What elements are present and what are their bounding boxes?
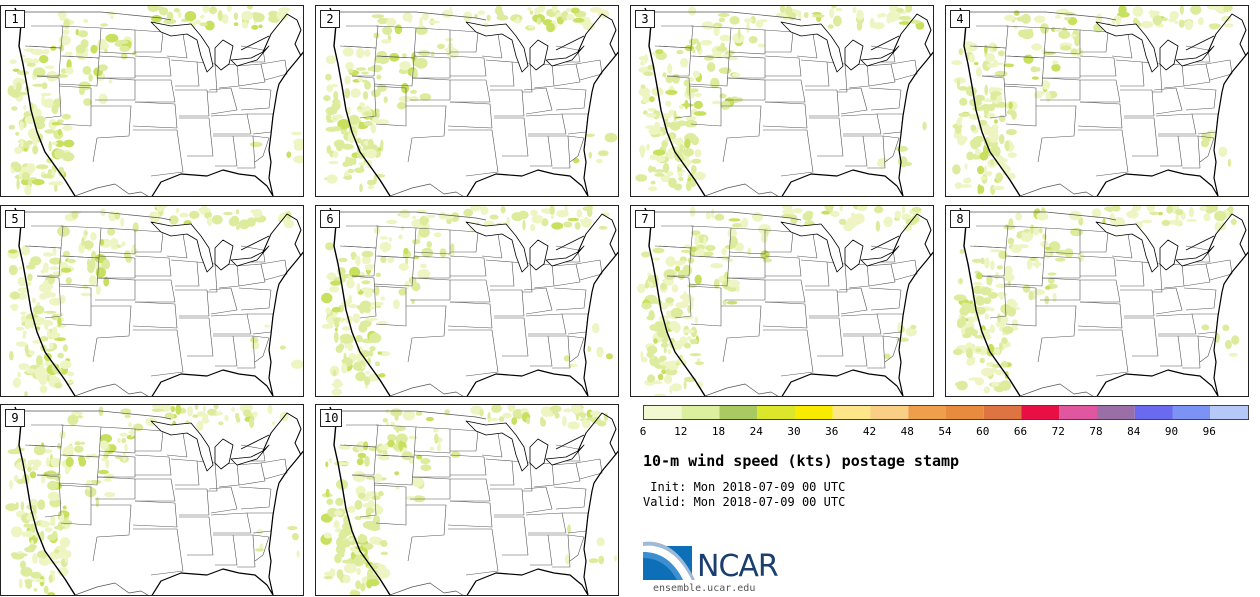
member-number-label: 4 bbox=[950, 10, 970, 28]
member-number-label: 1 bbox=[5, 10, 25, 28]
colorbar-segment bbox=[983, 406, 1022, 419]
colorbar-tick-label: 60 bbox=[976, 425, 990, 438]
member-number-label: 6 bbox=[320, 210, 340, 228]
wind-speed-map bbox=[323, 6, 618, 196]
wind-speed-shading bbox=[323, 6, 618, 193]
wind-speed-shading bbox=[321, 206, 613, 396]
colorbar-tick-label: 18 bbox=[711, 425, 726, 438]
ensemble-member-map: 5 bbox=[0, 205, 304, 397]
ensemble-member-map: 10 bbox=[315, 404, 619, 596]
member-number-label: 3 bbox=[635, 10, 655, 28]
wind-speed-shading bbox=[5, 405, 300, 595]
colorbar-segment bbox=[832, 406, 871, 419]
wind-speed-map bbox=[635, 6, 933, 196]
colorbar-tick-label: 72 bbox=[1051, 425, 1065, 438]
init-time: Init: Mon 2018-07-09 00 UTC bbox=[643, 480, 846, 494]
valid-time: Valid: Mon 2018-07-09 00 UTC bbox=[643, 495, 846, 509]
wind-speed-map bbox=[7, 6, 303, 196]
colorbar-tick-label: 24 bbox=[749, 425, 763, 438]
colorbar-segment bbox=[681, 406, 720, 419]
wind-speed-shading bbox=[951, 6, 1234, 195]
wind-speed-shading bbox=[320, 405, 617, 595]
colorbar-tick-label: 78 bbox=[1089, 425, 1103, 438]
wind-speed-colorbar bbox=[643, 405, 1249, 420]
colorbar-tick-label: 12 bbox=[674, 425, 688, 438]
ensemble-member-map: 8 bbox=[945, 205, 1249, 397]
member-number-label: 10 bbox=[320, 409, 343, 427]
member-number-label: 8 bbox=[950, 210, 970, 228]
colorbar-segment bbox=[870, 406, 909, 419]
colorbar-tick-label: 84 bbox=[1127, 425, 1141, 438]
colorbar-segment bbox=[946, 406, 984, 419]
member-number-label: 9 bbox=[5, 409, 25, 427]
colorbar-tick-label: 54 bbox=[938, 425, 952, 438]
wind-speed-shading bbox=[637, 206, 922, 396]
ensemble-member-map: 4 bbox=[945, 5, 1249, 197]
colorbar-tick-label: 66 bbox=[1013, 425, 1028, 438]
wind-speed-map bbox=[951, 6, 1248, 196]
member-number-label: 7 bbox=[635, 210, 655, 228]
colorbar-segment bbox=[644, 406, 682, 419]
ensemble-member-map: 7 bbox=[630, 205, 934, 397]
wind-speed-map bbox=[5, 405, 303, 595]
wind-speed-shading bbox=[7, 6, 303, 196]
member-number-label: 5 bbox=[5, 210, 25, 228]
ensemble-member-map: 9 bbox=[0, 404, 304, 596]
colorbar-segment bbox=[1210, 406, 1248, 419]
colorbar-tick-label: 42 bbox=[862, 425, 877, 438]
ensemble-member-map: 1 bbox=[0, 5, 304, 197]
ensemble-member-map: 3 bbox=[630, 5, 934, 197]
colorbar-tick-label: 6 bbox=[639, 425, 647, 438]
colorbar-segment bbox=[795, 406, 833, 419]
colorbar-tick-label: 96 bbox=[1202, 425, 1216, 438]
site-url: ensemble.ucar.edu bbox=[653, 583, 756, 594]
wind-speed-map bbox=[637, 206, 933, 396]
colorbar-segment bbox=[757, 406, 795, 419]
colorbar-segment bbox=[1172, 406, 1211, 419]
wind-speed-map bbox=[320, 405, 618, 595]
wind-speed-shading bbox=[952, 206, 1240, 394]
wind-speed-shading bbox=[7, 206, 303, 396]
wind-speed-shading bbox=[635, 6, 927, 192]
colorbar-segment bbox=[1021, 406, 1060, 419]
colorbar-tick-label: 48 bbox=[900, 425, 914, 438]
colorbar-segment bbox=[719, 406, 758, 419]
colorbar-tick-label: 36 bbox=[825, 425, 839, 438]
ensemble-member-map: 2 bbox=[315, 5, 619, 197]
ncar-logo-text: NCAR bbox=[697, 549, 779, 584]
product-title: 10-m wind speed (kts) postage stamp bbox=[643, 452, 960, 470]
colorbar-tick-label: 90 bbox=[1164, 425, 1179, 438]
wind-speed-map bbox=[321, 206, 618, 396]
member-number-label: 2 bbox=[320, 10, 340, 28]
colorbar-segment bbox=[1134, 406, 1173, 419]
ncar-logo-icon bbox=[643, 541, 695, 580]
colorbar-segment bbox=[1097, 406, 1135, 419]
colorbar-tick-label: 30 bbox=[787, 425, 801, 438]
colorbar-segment bbox=[1059, 406, 1097, 419]
ensemble-member-map: 6 bbox=[315, 205, 619, 397]
wind-speed-map bbox=[7, 206, 303, 396]
wind-speed-map bbox=[952, 206, 1248, 396]
colorbar-segment bbox=[908, 406, 946, 419]
